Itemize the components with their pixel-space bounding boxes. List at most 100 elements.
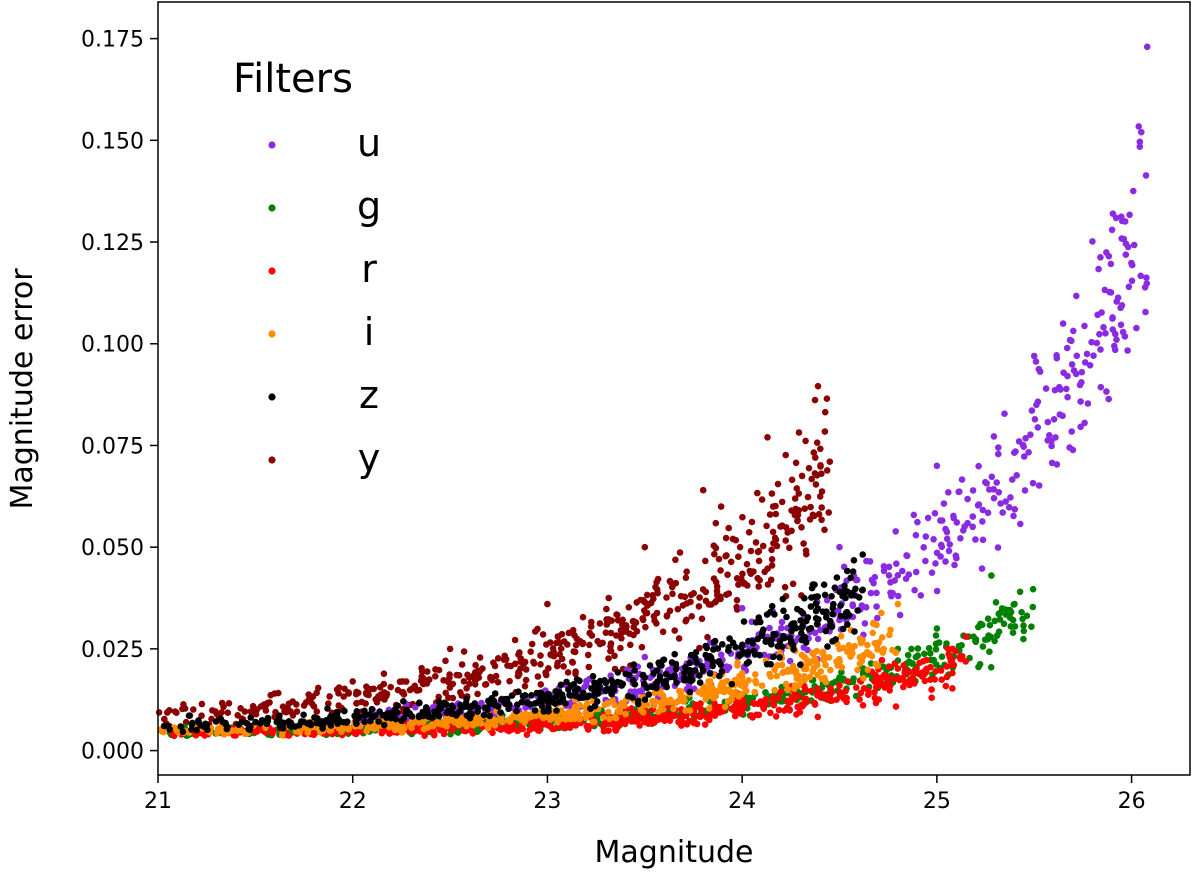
point-y: [798, 524, 805, 531]
point-z: [596, 682, 603, 690]
point-u: [1030, 352, 1038, 360]
legend-marker-y: [268, 456, 276, 464]
point-i: [887, 626, 894, 634]
point-u: [969, 523, 976, 531]
point-z: [815, 616, 822, 623]
point-u: [942, 558, 949, 565]
point-u: [804, 646, 811, 654]
point-u: [893, 560, 900, 567]
point-u: [880, 567, 888, 575]
point-u: [861, 620, 869, 627]
point-z: [463, 695, 470, 703]
point-u: [930, 536, 937, 543]
point-r: [738, 706, 746, 714]
point-z: [537, 689, 545, 696]
point-z: [814, 593, 821, 600]
point-u: [1021, 487, 1029, 494]
point-z: [686, 688, 694, 696]
point-r: [795, 692, 802, 700]
point-z: [686, 659, 694, 667]
point-y: [522, 676, 530, 684]
point-y: [802, 437, 809, 445]
point-y: [794, 517, 801, 525]
point-i: [801, 676, 808, 684]
point-u: [924, 514, 932, 522]
point-z: [552, 693, 559, 701]
point-z: [518, 698, 525, 706]
point-z: [353, 720, 360, 727]
point-z: [629, 677, 637, 684]
point-i: [621, 702, 628, 710]
point-r: [928, 694, 935, 701]
point-u: [885, 563, 893, 571]
point-i: [871, 639, 879, 647]
point-y: [542, 669, 549, 676]
point-r: [503, 726, 511, 734]
point-z: [626, 671, 633, 679]
point-r: [519, 725, 527, 733]
point-z: [193, 726, 200, 734]
point-g: [998, 605, 1006, 612]
point-u: [903, 552, 910, 559]
point-y: [224, 709, 232, 716]
point-z: [166, 726, 174, 733]
point-i: [864, 666, 872, 674]
point-y: [423, 668, 431, 675]
point-r: [551, 725, 559, 732]
point-y: [353, 699, 361, 707]
point-y: [801, 505, 808, 512]
point-z: [608, 690, 615, 697]
point-z: [515, 688, 522, 695]
point-u: [1083, 350, 1091, 358]
point-y: [515, 669, 522, 676]
point-z: [217, 715, 224, 722]
point-y: [791, 495, 799, 502]
point-i: [576, 701, 584, 709]
point-y: [710, 575, 718, 582]
point-u: [999, 509, 1006, 516]
point-z: [480, 711, 488, 719]
point-y: [653, 609, 661, 617]
point-g: [932, 646, 940, 653]
point-r: [811, 699, 818, 707]
point-r: [856, 696, 863, 703]
point-u: [995, 489, 1003, 496]
point-i: [622, 710, 629, 718]
legend-label-z: z: [359, 373, 379, 417]
point-u: [979, 536, 987, 544]
point-r: [938, 676, 945, 683]
point-r: [666, 711, 673, 719]
point-z: [160, 722, 168, 730]
point-r: [772, 713, 780, 720]
point-r: [697, 700, 704, 707]
plot-frame: [157, 1, 1191, 776]
point-z: [295, 722, 303, 729]
point-y: [335, 702, 343, 709]
point-y: [643, 609, 651, 617]
point-u: [969, 487, 977, 494]
point-y: [602, 629, 610, 636]
point-u: [894, 592, 902, 600]
point-y: [611, 652, 618, 660]
point-z: [837, 612, 844, 620]
point-u: [1108, 226, 1116, 234]
point-u: [478, 699, 485, 707]
x-tick-label: 23: [533, 789, 561, 814]
point-y: [769, 503, 777, 510]
point-g: [932, 632, 940, 639]
point-i: [734, 659, 741, 666]
point-r: [775, 706, 783, 714]
point-u: [957, 535, 964, 542]
point-z: [846, 612, 853, 619]
point-u: [873, 589, 880, 597]
point-g: [908, 660, 916, 667]
point-i: [833, 658, 840, 665]
point-z: [558, 691, 566, 698]
point-u: [979, 518, 986, 525]
point-y: [652, 583, 659, 591]
point-g: [838, 668, 845, 676]
point-r: [909, 674, 917, 682]
point-y: [817, 463, 824, 470]
point-g: [746, 694, 753, 702]
point-u: [1020, 453, 1028, 460]
